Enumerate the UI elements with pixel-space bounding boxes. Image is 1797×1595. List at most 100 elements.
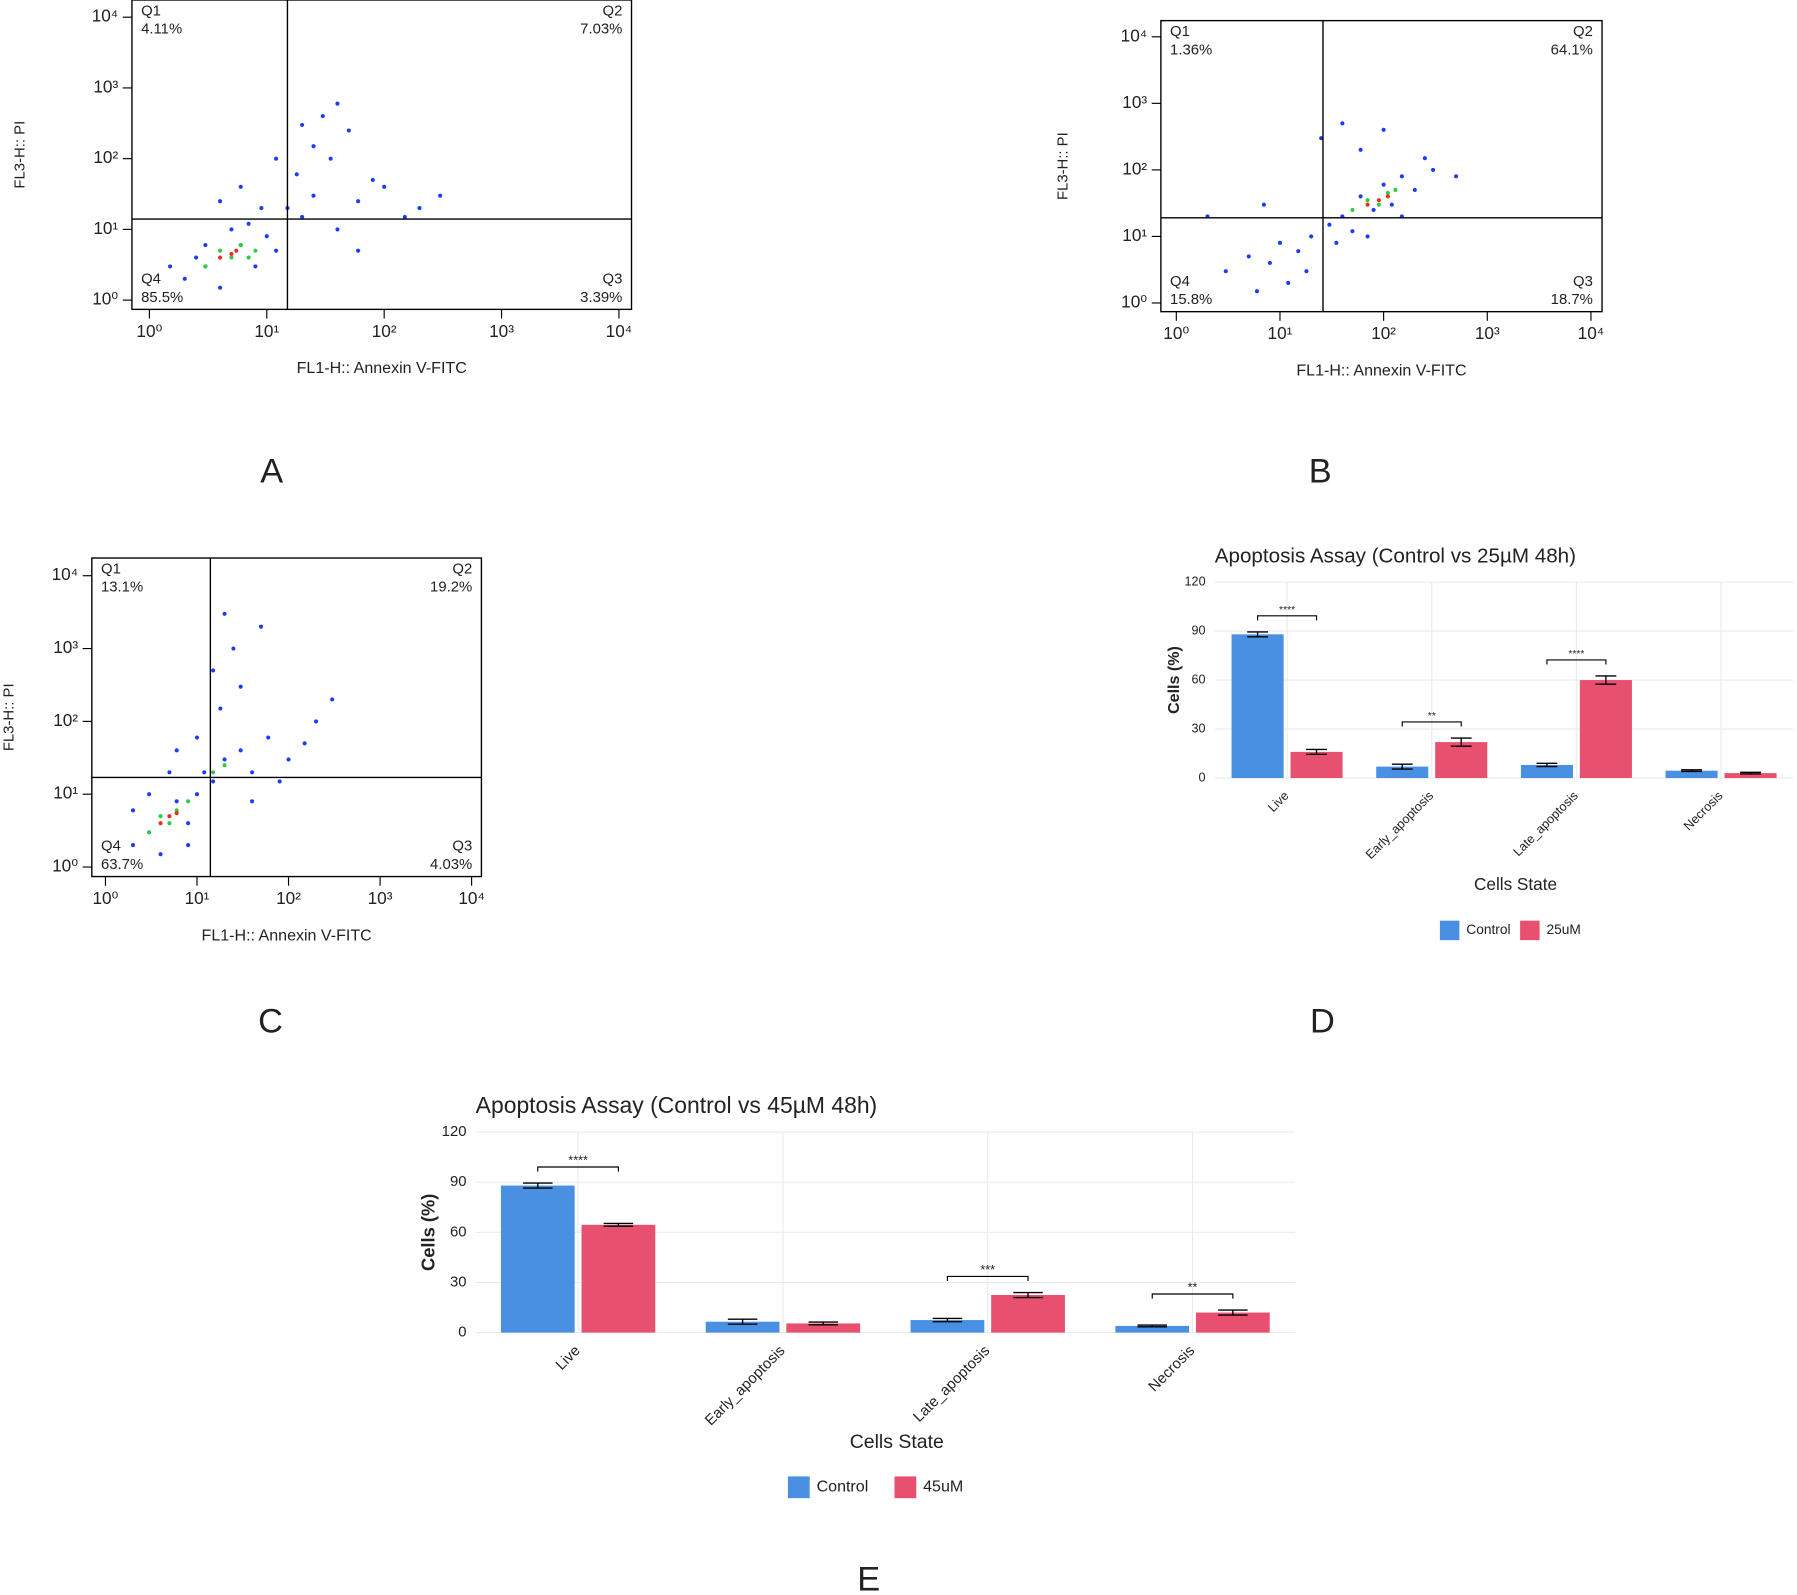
data-point	[266, 735, 271, 740]
y-axis-label: Cells (%)	[1165, 646, 1183, 714]
data-point	[182, 276, 187, 281]
error-bar	[1247, 631, 1269, 638]
quadrant-percent: 15.8%	[1170, 292, 1212, 308]
data-point	[1393, 187, 1398, 192]
bar	[1376, 766, 1429, 779]
bar	[1231, 634, 1284, 779]
quadrant-name: Q2	[452, 561, 472, 577]
data-point	[1334, 240, 1339, 245]
x-tick-label: 10⁴	[458, 888, 484, 908]
significance-bracket	[1401, 721, 1462, 727]
x-tick-label: 10³	[1475, 323, 1500, 343]
quadrant-percent: 85.5%	[141, 290, 183, 306]
quadrant-name: Q3	[1573, 274, 1593, 290]
bar	[1665, 770, 1718, 779]
data-point	[167, 821, 172, 826]
x-tick-label: 10⁰	[1163, 323, 1189, 343]
y-axis-label: FL3-H:: PI	[1055, 132, 1071, 200]
significance-label: ****	[1279, 605, 1295, 616]
quadrant-percent: 13.1%	[101, 580, 143, 596]
bar	[581, 1224, 656, 1333]
data-point	[1261, 202, 1266, 207]
data-point	[218, 285, 223, 290]
data-point	[253, 264, 258, 269]
error-bar	[808, 1321, 838, 1326]
data-point	[302, 741, 307, 746]
data-point	[356, 248, 361, 253]
data-point	[1304, 269, 1309, 274]
data-point	[330, 697, 335, 702]
error-bar	[932, 1317, 963, 1323]
bar	[705, 1321, 780, 1333]
y-tick-label: 10³	[1122, 92, 1147, 112]
panel-label: B	[1309, 452, 1332, 490]
data-point	[294, 172, 299, 177]
data-point	[300, 122, 305, 127]
significance-bracket	[1546, 659, 1607, 665]
x-axis-label: Cells State	[1474, 874, 1557, 894]
significance-label: ****	[568, 1154, 588, 1168]
data-point	[258, 624, 264, 629]
data-point	[186, 821, 191, 826]
data-point	[402, 214, 407, 219]
quadrant-percent: 7.03%	[580, 22, 622, 38]
data-point	[238, 184, 243, 189]
y-tick-label: 10¹	[53, 783, 78, 803]
y-tick-label: 10⁰	[92, 289, 118, 309]
x-axis-label: FL1-H:: Annexin V-FITC	[1296, 361, 1466, 379]
data-point	[158, 852, 163, 857]
y-axis-label: FL3-H:: PI	[13, 121, 29, 189]
y-tick-label: 90	[450, 1174, 467, 1190]
data-point	[1371, 207, 1376, 213]
data-point	[1431, 167, 1436, 172]
x-tick-label: 10⁴	[606, 321, 632, 341]
quadrant-percent: 4.11%	[141, 22, 182, 38]
quadrant-percent: 63.7%	[101, 857, 143, 873]
significance-label: **	[1188, 1281, 1198, 1295]
bar	[500, 1185, 575, 1333]
data-point	[229, 227, 234, 232]
data-point	[1381, 182, 1386, 187]
y-tick-label: 10³	[93, 76, 118, 96]
data-point	[250, 770, 255, 775]
data-point	[370, 177, 375, 183]
significance-bracket	[1257, 615, 1318, 621]
data-point	[211, 779, 216, 784]
data-point	[417, 206, 422, 211]
x-tick-label: 10¹	[1268, 323, 1293, 343]
data-point	[335, 101, 340, 106]
data-point	[194, 735, 200, 740]
y-tick-label: 10³	[53, 637, 78, 657]
data-point	[186, 843, 191, 848]
data-point	[1309, 234, 1314, 239]
y-tick-label: 10²	[1122, 158, 1147, 178]
data-point	[1412, 187, 1417, 192]
y-tick-label: 30	[450, 1274, 467, 1290]
chart-title: Apoptosis Assay (Control vs 45µM 48h)	[476, 1092, 878, 1118]
data-point	[300, 214, 305, 219]
quadrant-name: Q1	[1170, 24, 1190, 40]
data-point	[320, 114, 325, 119]
data-point	[382, 184, 387, 189]
bar	[1290, 751, 1343, 779]
error-bar	[603, 1222, 634, 1227]
x-tick-label: Late_apoptosis	[911, 1343, 994, 1426]
data-point	[203, 243, 208, 248]
data-point	[277, 779, 282, 784]
y-tick-label: 90	[1192, 623, 1206, 637]
error-bar	[1391, 763, 1413, 770]
data-point	[274, 248, 279, 253]
data-point	[1381, 127, 1386, 132]
x-axis-label: FL1-H:: Annexin V-FITC	[297, 359, 467, 377]
legend-swatch	[787, 1476, 810, 1499]
x-tick-label: 10⁴	[1578, 323, 1604, 343]
x-tick-label: Necrosis	[1681, 789, 1726, 834]
error-bar	[1013, 1291, 1043, 1299]
data-point	[335, 227, 340, 232]
y-tick-label: 30	[1192, 721, 1206, 735]
data-point	[438, 193, 443, 198]
quadrant-name: Q1	[101, 561, 121, 577]
data-point	[1365, 198, 1370, 203]
data-point	[1246, 254, 1251, 259]
